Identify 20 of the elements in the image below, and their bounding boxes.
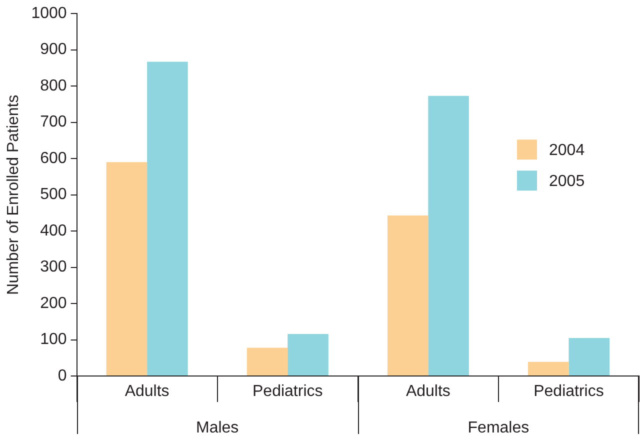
x-tick-label: Adults <box>124 383 170 400</box>
y-tick-label: 1000 <box>31 5 67 22</box>
y-tick-label: 600 <box>40 150 67 167</box>
legend-label: 2005 <box>549 173 585 190</box>
text: Males <box>196 419 239 436</box>
y-tick-label: 200 <box>40 294 67 312</box>
y-tick-label: 300 <box>40 258 67 276</box>
x-tick-label: Pediatrics <box>534 383 604 400</box>
x-tick-label: Adults <box>406 383 450 400</box>
y-tick-label: 700 <box>40 114 67 131</box>
y-tick-label: 100 <box>40 331 67 348</box>
legend-label: 2004 <box>549 142 585 160</box>
y-tick-label: 400 <box>40 222 67 240</box>
y-tick-label: 500 <box>40 186 67 204</box>
y-tick-label: 900 <box>40 41 67 58</box>
y-tick-label: 800 <box>40 77 67 94</box>
x-tick-label: Pediatrics <box>252 383 323 400</box>
y-tick-label: 0 <box>58 367 67 384</box>
y-axis-title: Number of Enrolled Patients <box>5 94 22 295</box>
text: Females <box>468 419 530 436</box>
